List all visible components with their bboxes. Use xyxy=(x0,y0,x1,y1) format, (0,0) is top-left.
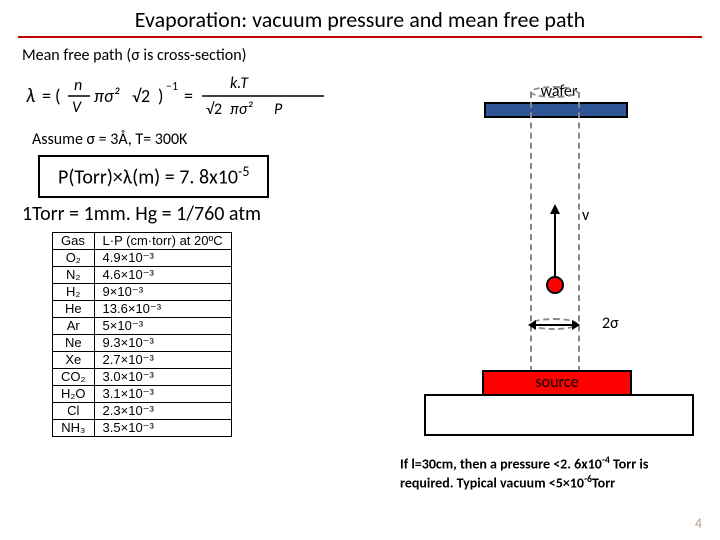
table-row: Ne9.3×10⁻³ xyxy=(53,335,232,352)
sigma-width-line xyxy=(530,324,578,326)
svg-text:P: P xyxy=(274,100,283,119)
svg-text:= (: = ( xyxy=(42,85,61,107)
table-row: He13.6×10⁻³ xyxy=(53,301,232,318)
table-row: H₂O3.1×10⁻³ xyxy=(53,386,232,403)
page-number: 4 xyxy=(695,515,702,532)
table-row: Xe2.7×10⁻³ xyxy=(53,352,232,369)
formula-mean-free-path: λ = ( n V πσ² √2 ) −1 = k.T √2 πσ² P xyxy=(24,68,330,122)
cylinder-left xyxy=(530,92,532,372)
gas-table: Gas L·P (cm·torr) at 20ºC O₂4.9×10⁻³N₂4.… xyxy=(52,232,232,437)
boxed-equation: P(Torr)×λ(m) = 7. 8x10-5 xyxy=(38,155,269,198)
cylinder-top-arc xyxy=(530,86,578,98)
footnote-text: If l=30cm, then a pressure <2. 6x10-4 To… xyxy=(400,454,700,492)
svg-text:V: V xyxy=(72,98,82,117)
assume-text: Assume σ = 3Å, T= 300K xyxy=(32,130,187,149)
particle-dot xyxy=(546,276,564,294)
two-sigma-label: 2σ xyxy=(602,314,619,333)
table-body: O₂4.9×10⁻³N₂4.6×10⁻³H₂9×10⁻³He13.6×10⁻³A… xyxy=(53,250,232,437)
svg-text:−1: −1 xyxy=(166,80,178,94)
table-header-gas: Gas xyxy=(53,233,95,250)
title-underline xyxy=(18,36,702,38)
base-rect xyxy=(424,394,694,436)
svg-text:√2: √2 xyxy=(206,100,222,119)
table-row: H₂9×10⁻³ xyxy=(53,284,232,301)
table-row: Ar5×10⁻³ xyxy=(53,318,232,335)
source-rect: source xyxy=(482,370,632,396)
chamber-diagram: wafer v 2σ source xyxy=(424,64,694,436)
wafer-rect xyxy=(484,102,628,118)
svg-text:√2: √2 xyxy=(132,85,150,107)
velocity-arrow xyxy=(554,206,556,276)
cylinder-right xyxy=(578,92,580,372)
subtitle: Mean free path (σ is cross-section) xyxy=(22,46,246,65)
velocity-label: v xyxy=(582,206,589,225)
svg-text:n: n xyxy=(74,76,82,95)
lambda-symbol: λ xyxy=(26,84,36,108)
table-row: O₂4.9×10⁻³ xyxy=(53,250,232,267)
svg-text:πσ²: πσ² xyxy=(94,85,121,107)
table-row: CO₂3.0×10⁻³ xyxy=(53,369,232,386)
svg-text:k.T: k.T xyxy=(230,74,249,93)
torr-equivalence: 1Torr = 1mm. Hg = 1/760 atm xyxy=(22,202,261,226)
page-title: Evaporation: vacuum pressure and mean fr… xyxy=(0,6,720,33)
svg-text:): ) xyxy=(158,85,163,107)
table-row: NH₃3.5×10⁻³ xyxy=(53,420,232,437)
table-row: N₂4.6×10⁻³ xyxy=(53,267,232,284)
svg-text:=: = xyxy=(184,85,193,107)
svg-text:πσ²: πσ² xyxy=(230,100,253,119)
table-header-lp: L·P (cm·torr) at 20ºC xyxy=(94,233,231,250)
table-row: Cl2.3×10⁻³ xyxy=(53,403,232,420)
